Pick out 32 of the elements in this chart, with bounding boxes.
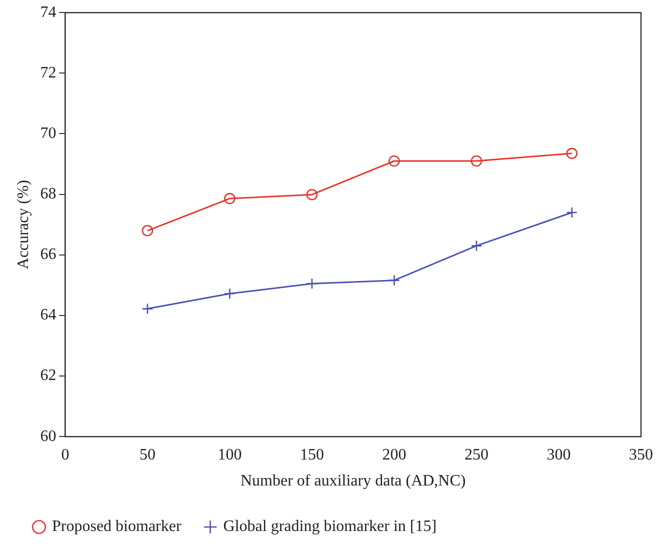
- point: [142, 303, 154, 314]
- point: [388, 274, 400, 286]
- point: [388, 155, 400, 167]
- point: [224, 288, 236, 300]
- point: [224, 192, 236, 204]
- legend-label: Proposed biomarker: [52, 518, 182, 536]
- y-tick-label: 70: [40, 124, 56, 142]
- x-tick-label: 50: [139, 446, 156, 464]
- x-tick-label: 300: [546, 446, 571, 464]
- x-tick-label: 350: [629, 446, 653, 464]
- point: [142, 225, 154, 236]
- point: [470, 155, 482, 167]
- y-tick-label: 66: [40, 246, 56, 264]
- x-tick-label: 150: [300, 446, 324, 464]
- y-tick-label: 74: [40, 4, 56, 21]
- point: [306, 278, 318, 290]
- x-tick-label: 0: [61, 446, 70, 464]
- y-axis-title: Accuracy (%): [14, 180, 32, 270]
- x-tick-label: 250: [464, 446, 488, 464]
- point: [566, 148, 578, 160]
- point: [566, 206, 578, 218]
- y-tick-label: 60: [40, 428, 56, 445]
- y-tick-label: 72: [40, 64, 56, 82]
- point: [306, 188, 318, 200]
- y-tick-label: 68: [40, 186, 56, 203]
- point: [470, 240, 482, 252]
- y-tick-label: 62: [40, 367, 56, 384]
- legend-label: Global grading biomarker in [15]: [223, 518, 437, 536]
- x-tick-label: 200: [382, 446, 406, 464]
- x-tick-label: 100: [218, 446, 242, 464]
- y-tick-label: 64: [40, 306, 56, 324]
- x-axis-title: Number of auxiliary data (AD,NC): [240, 472, 466, 490]
